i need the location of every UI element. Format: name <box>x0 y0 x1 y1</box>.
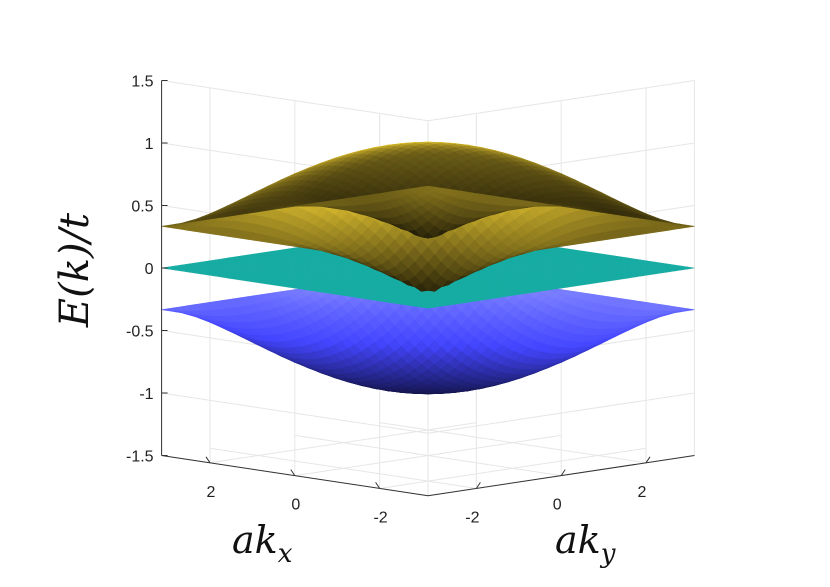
y-axis-label-main: ak <box>555 518 601 562</box>
y-tick-label: 2 <box>638 484 647 501</box>
x-axis-label-sub: x <box>278 539 293 569</box>
surface-layer <box>161 141 695 395</box>
z-tick-label: 0 <box>145 261 154 278</box>
z-tick-label: -1.5 <box>126 449 154 466</box>
y-tick-label: -2 <box>465 509 479 526</box>
floor-gridline-y <box>379 422 647 464</box>
y-axis-label: aky <box>555 518 616 569</box>
y-axis-label-sub: y <box>600 539 616 569</box>
z-tick-label: 1 <box>145 136 154 153</box>
y-tick-label: 0 <box>553 497 562 514</box>
x-tick-label: -2 <box>373 509 387 526</box>
floor-gridline-y <box>209 447 477 489</box>
z-axis-label: E(k)/t <box>52 212 98 328</box>
z-tick-label: 1.5 <box>131 74 153 91</box>
x-axis-label-main: ak <box>232 518 278 562</box>
x-axis-label: akx <box>232 518 293 569</box>
z-tick-label: 0.5 <box>131 199 153 216</box>
floor-gridline-y <box>294 434 562 477</box>
z-tick-label: -1 <box>139 386 153 403</box>
x-tick-label: 2 <box>207 484 216 501</box>
z-tick-label: -0.5 <box>126 324 154 341</box>
x-tick-label: 0 <box>291 497 300 514</box>
